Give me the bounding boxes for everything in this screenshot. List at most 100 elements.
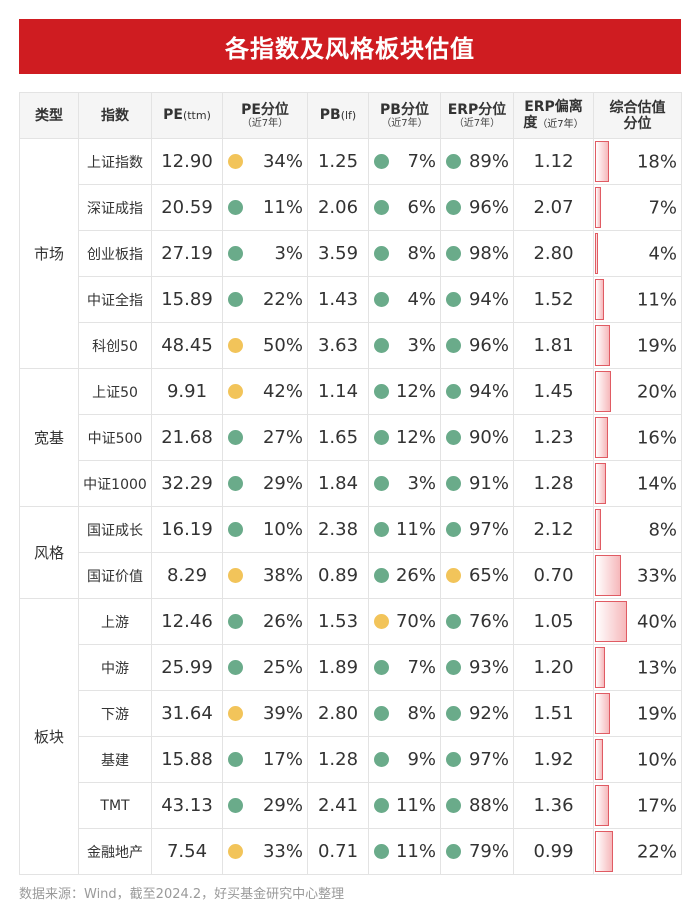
pe-percentile: 29% [262,473,303,494]
status-dot-icon [446,476,461,491]
erp-percentile-cell: 79% [440,828,514,875]
composite-percentile: 10% [636,749,677,770]
index-name: 科创50 [78,322,152,369]
erp-deviation: 1.28 [513,460,594,507]
status-dot-icon [446,568,461,583]
pe-value: 7.54 [151,828,223,875]
page-title: 各指数及风格板块估值 [225,35,475,63]
pb-percentile-cell: 7% [368,644,441,691]
pb-percentile-cell: 12% [368,368,441,415]
pe-value: 25.99 [151,644,223,691]
header-pe: PE(ttm) [151,92,223,139]
score-bar [595,555,621,596]
table-body: 市场 上证指数 12.90 34% 1.25 7% 89% 1.12 18% 深证成指 20.59 1… [19,138,682,875]
status-dot-icon [374,476,389,491]
score-bar [595,141,609,182]
erp-deviation: 2.07 [513,184,594,231]
composite-percentile: 8% [648,519,677,540]
table-header: 类型 指数 PE(ttm) PE分位 （近7年） PB(lf) PB分位 （近7年）… [19,92,682,139]
composite-percentile: 20% [636,381,677,402]
pb-value: 1.28 [307,736,369,783]
pe-percentile: 39% [262,703,303,724]
table-row: 中证500 21.68 27% 1.65 12% 90% 1.23 16% [20,414,682,461]
pb-percentile-cell: 11% [368,782,441,829]
index-name: 国证成长 [78,506,152,553]
pb-percentile-cell: 3% [368,322,441,369]
pb-percentile-cell: 26% [368,552,441,599]
status-dot-icon [446,430,461,445]
score-bar [595,371,611,412]
table-row: 科创50 48.45 50% 3.63 3% 96% 1.81 19% [20,322,682,369]
index-name: 中游 [78,644,152,691]
erp-deviation: 1.20 [513,644,594,691]
pb-percentile: 26% [395,565,436,586]
type-cell: 市场 [19,138,79,369]
status-dot-icon [446,614,461,629]
score-bar [595,647,605,688]
erp-deviation: 1.36 [513,782,594,829]
composite-percentile-cell: 13% [593,644,682,691]
pe-percentile: 11% [262,197,303,218]
pe-percentile-cell: 17% [222,736,308,783]
status-dot-icon [374,568,389,583]
index-name: 基建 [78,736,152,783]
composite-percentile-cell: 16% [593,414,682,461]
composite-percentile-cell: 18% [593,138,682,185]
status-dot-icon [446,522,461,537]
header-erp-percentile: ERP分位 （近7年） [440,92,514,139]
status-dot-icon [446,338,461,353]
pb-percentile-cell: 8% [368,230,441,277]
status-dot-icon [228,660,243,675]
status-dot-icon [446,292,461,307]
header-type: 类型 [19,92,79,139]
score-bar [595,325,610,366]
composite-percentile: 4% [648,243,677,264]
erp-percentile-cell: 94% [440,276,514,323]
erp-percentile-cell: 96% [440,322,514,369]
pb-value: 2.38 [307,506,369,553]
table-row: 中证全指 15.89 22% 1.43 4% 94% 1.52 11% [20,276,682,323]
composite-percentile: 19% [636,335,677,356]
erp-percentile: 65% [468,565,509,586]
pe-percentile-cell: 38% [222,552,308,599]
erp-deviation: 1.23 [513,414,594,461]
pe-value: 43.13 [151,782,223,829]
erp-percentile: 79% [468,841,509,862]
title-banner: 各指数及风格板块估值 [19,19,681,74]
pb-percentile-cell: 3% [368,460,441,507]
composite-percentile-cell: 20% [593,368,682,415]
erp-percentile-cell: 91% [440,460,514,507]
composite-percentile: 13% [636,657,677,678]
composite-percentile: 14% [636,473,677,494]
pe-percentile-cell: 29% [222,460,308,507]
pe-value: 15.89 [151,276,223,323]
status-dot-icon [228,752,243,767]
pb-percentile: 6% [407,197,436,218]
pb-percentile: 3% [407,335,436,356]
pe-value: 15.88 [151,736,223,783]
erp-deviation: 0.70 [513,552,594,599]
pb-value: 3.59 [307,230,369,277]
valuation-table: 类型 指数 PE(ttm) PE分位 （近7年） PB(lf) PB分位 （近7年）… [19,92,682,875]
score-bar [595,601,627,642]
table-row: 深证成指 20.59 11% 2.06 6% 96% 2.07 7% [20,184,682,231]
pb-value: 2.06 [307,184,369,231]
pb-value: 1.53 [307,598,369,645]
pb-percentile: 12% [395,381,436,402]
pb-percentile: 8% [407,703,436,724]
status-dot-icon [374,614,389,629]
erp-deviation: 1.12 [513,138,594,185]
pb-percentile: 7% [407,151,436,172]
status-dot-icon [446,660,461,675]
pb-value: 1.43 [307,276,369,323]
pb-value: 2.80 [307,690,369,737]
composite-percentile: 7% [648,197,677,218]
composite-percentile: 19% [636,703,677,724]
table-row: 风格 国证成长 16.19 10% 2.38 11% 97% 2.12 8% [19,506,682,599]
pe-percentile: 34% [262,151,303,172]
status-dot-icon [228,384,243,399]
status-dot-icon [228,522,243,537]
erp-percentile: 88% [468,795,509,816]
pe-value: 31.64 [151,690,223,737]
index-name: 国证价值 [78,552,152,599]
